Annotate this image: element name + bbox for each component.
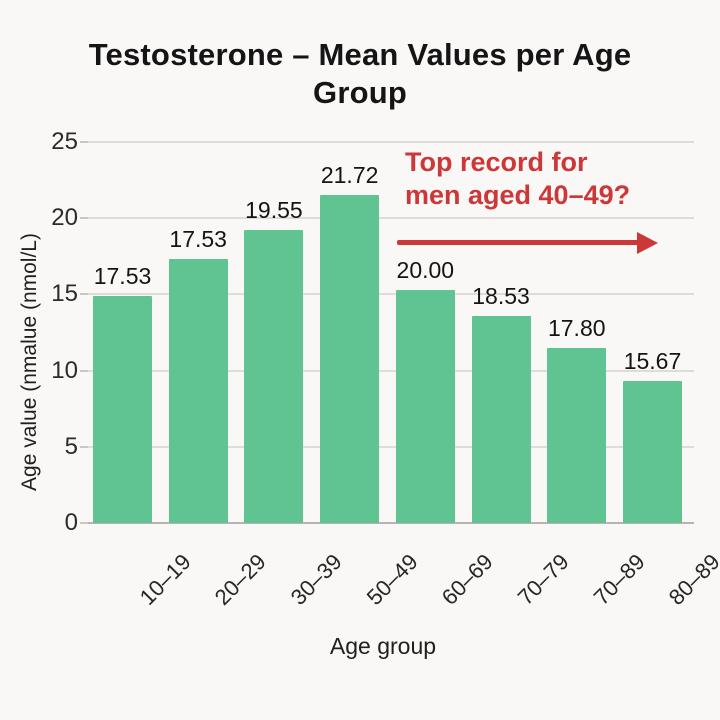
gridline: [88, 217, 694, 220]
gridline: [88, 141, 694, 143]
bar-70–89: [547, 347, 607, 523]
gridline: [88, 293, 694, 296]
gridline: [88, 445, 694, 448]
x-tick-label: 60–69: [437, 549, 499, 610]
annotation-line1: Top record for: [405, 147, 588, 177]
bar-30–39: [244, 230, 304, 523]
y-tick-label: 0: [64, 509, 78, 536]
y-tickmark: [80, 217, 88, 220]
bar-value-label: 15.67: [623, 348, 682, 375]
bar-value-label: 21.72: [320, 162, 379, 189]
annotation-line2: men aged 40–49?: [405, 179, 631, 210]
y-tickmark: [80, 369, 88, 372]
annotation-arrow-shaft: [397, 240, 639, 245]
y-tickmark: [80, 522, 88, 524]
bar-20–29: [168, 259, 228, 523]
x-tick-label: 10–19: [134, 549, 196, 610]
y-tickmark: [80, 293, 88, 296]
bar-60–69: [395, 289, 455, 523]
annotation-text: Top record for men aged 40–49?: [405, 146, 630, 212]
chart-title: Testosterone – Mean Values per Age Group: [88, 37, 632, 111]
x-tick-label: 50–49: [361, 549, 423, 610]
y-tick-label: 20: [51, 204, 78, 232]
x-axis-label: Age group: [329, 633, 437, 659]
bar-10–19: [93, 295, 152, 523]
bar-value-label: 17.53: [169, 226, 227, 253]
x-axis-baseline: [88, 522, 694, 524]
x-tick-label: 30–39: [285, 549, 347, 610]
x-tick-label: 20–29: [209, 549, 271, 610]
x-tick-label: 80–89: [664, 549, 720, 610]
bar-value-label: 18.53: [472, 282, 530, 309]
y-tick-label: 10: [51, 356, 78, 384]
y-tickmark: [80, 141, 88, 143]
y-tick-label: 5: [64, 432, 78, 460]
bar-value-label: 19.55: [245, 197, 303, 224]
y-tick-label: 25: [51, 128, 78, 155]
bar-value-label: 17.80: [547, 314, 606, 341]
bar-50–49: [320, 195, 380, 523]
x-tick-label: 70–79: [512, 549, 574, 610]
bar-80–89: [622, 381, 682, 523]
bar-value-label: 20.00: [396, 256, 455, 283]
gridline: [88, 369, 694, 372]
bar-value-label: 17.53: [93, 262, 152, 289]
x-tick-label: 70–89: [588, 549, 650, 610]
bar-70–79: [471, 315, 531, 523]
y-axis-label: Age value (nmalue (nmol/L): [18, 233, 41, 491]
y-tickmark: [80, 445, 88, 448]
annotation-arrow-head: [637, 232, 658, 254]
y-tick-label: 15: [51, 280, 78, 308]
